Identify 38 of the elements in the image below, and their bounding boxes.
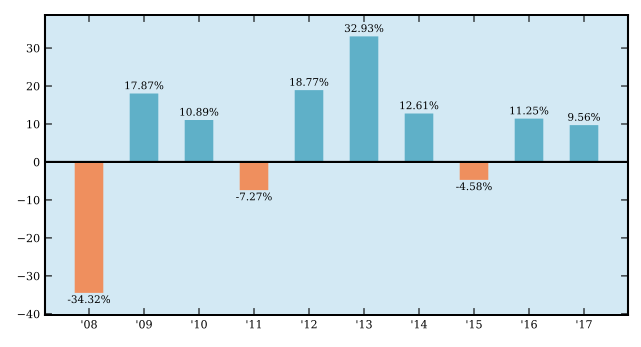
x-tick-label: '08 xyxy=(81,320,97,328)
data-label: -4.58% xyxy=(456,182,492,190)
data-label: -7.27% xyxy=(236,192,272,200)
data-label: 12.61% xyxy=(400,101,438,110)
data-label: 17.87% xyxy=(125,81,164,90)
bar xyxy=(294,90,324,163)
x-tick-label: '09 xyxy=(136,320,152,328)
bar xyxy=(350,36,378,163)
bar xyxy=(570,125,598,163)
data-label: 18.77% xyxy=(290,78,328,86)
data-label: 10.89% xyxy=(180,108,218,116)
bar xyxy=(74,161,104,293)
data-label: 11.25% xyxy=(510,106,548,114)
y-tick-label: 0 xyxy=(34,158,40,166)
x-tick-label: '15 xyxy=(466,320,482,328)
y-tick-label: −20 xyxy=(18,234,40,242)
x-tick-label: '13 xyxy=(356,320,372,328)
y-tick-label: 20 xyxy=(26,82,40,90)
bar xyxy=(460,161,488,180)
x-tick-label: '17 xyxy=(576,320,592,328)
y-tick-label: −10 xyxy=(18,196,40,204)
data-label: -34.32% xyxy=(68,295,110,304)
data-label: 32.93% xyxy=(344,24,384,32)
x-tick-label: '14 xyxy=(411,320,428,328)
y-tick-label: 30 xyxy=(26,44,40,52)
bar xyxy=(404,114,434,163)
x-tick-label: '16 xyxy=(521,320,537,328)
data-label: 9.56% xyxy=(568,112,600,121)
x-tick-label: '11 xyxy=(246,320,262,328)
y-tick-label: −30 xyxy=(18,272,40,280)
bar xyxy=(184,120,214,163)
bar xyxy=(130,94,158,163)
bar xyxy=(514,118,544,163)
y-tick-label: −40 xyxy=(18,310,40,318)
x-tick-label: '12 xyxy=(301,320,317,328)
y-tick-label: 10 xyxy=(27,120,40,128)
x-tick-label: '10 xyxy=(191,320,207,328)
bar xyxy=(240,161,268,190)
